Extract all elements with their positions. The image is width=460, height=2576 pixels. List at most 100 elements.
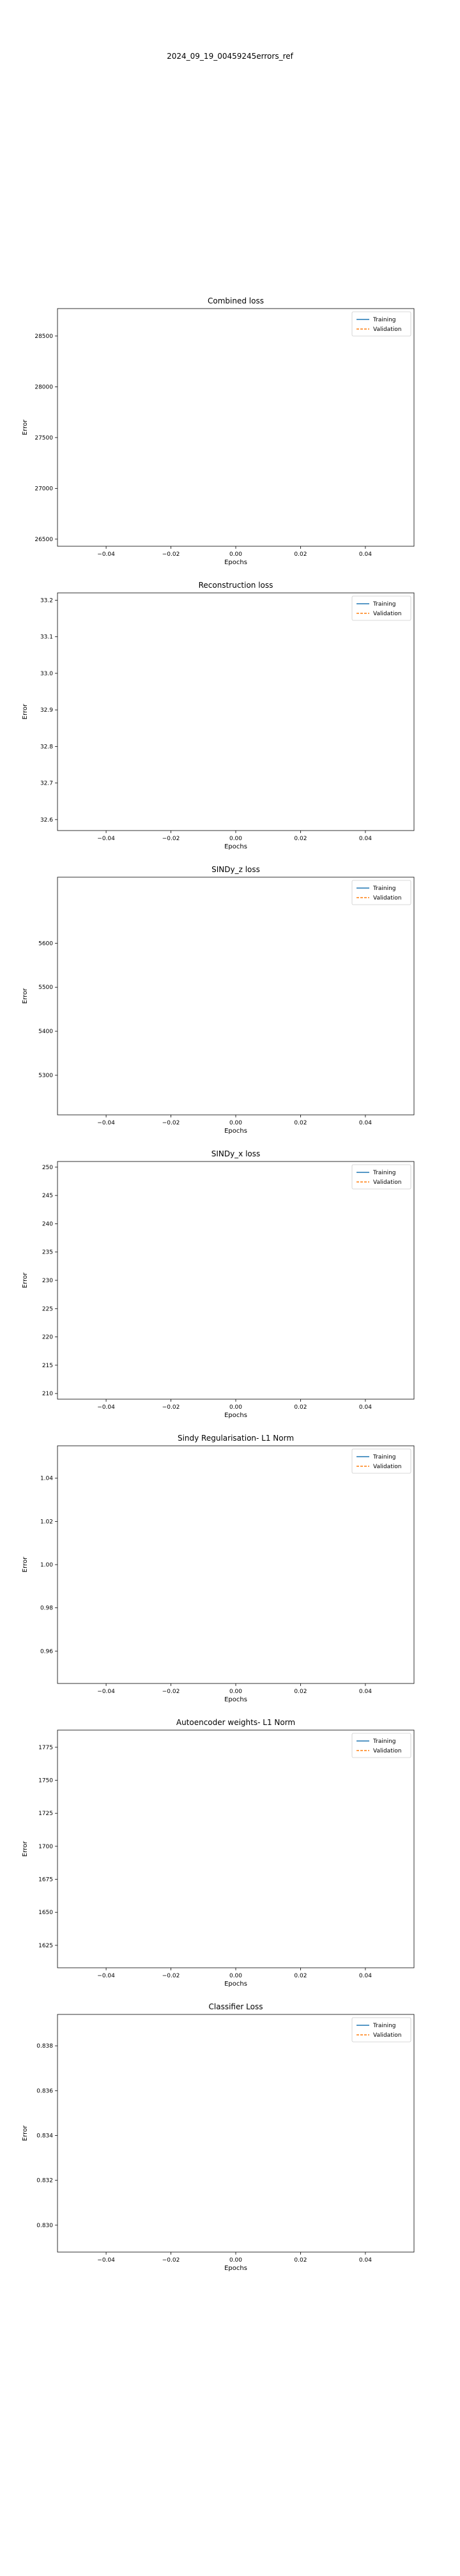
legend-label: Training (372, 601, 396, 608)
y-tick-label: 0.834 (36, 2133, 53, 2140)
y-tick-label: 0.96 (40, 1648, 53, 1655)
chart-panel: Reconstruction loss −0.04 −0.02 0.00 0.02 0.0… (22, 581, 415, 850)
charts-container: Combined loss −0.04 −0.02 0.00 0.02 0.04 26500… (22, 296, 415, 2272)
x-tick-label: 0.00 (229, 1404, 242, 1411)
y-tick-label: 5400 (38, 1029, 53, 1035)
legend: Training Validation (351, 595, 411, 621)
x-tick-label: 0.02 (294, 1120, 307, 1126)
chart-title: Reconstruction loss (199, 581, 273, 590)
legend-label: Validation (373, 326, 401, 333)
y-tick-label: 32.6 (40, 817, 53, 824)
y-tick-label: 32.8 (40, 744, 53, 750)
x-tick-label: −0.02 (162, 836, 180, 842)
y-tick-label: 1625 (38, 1943, 53, 1949)
y-tick-label: 1.04 (40, 1476, 53, 1482)
x-tick-label: 0.02 (294, 2257, 307, 2264)
y-tick-label: 1700 (38, 1844, 53, 1850)
y-tick-label: 33.0 (40, 671, 53, 677)
chart-title: SINDy_x loss (211, 1149, 261, 1158)
y-tick-label: 0.838 (36, 2043, 53, 2050)
y-tick-label: 215 (42, 1363, 53, 1369)
x-axis-label: Epochs (224, 1412, 247, 1419)
legend-label: Training (372, 1170, 396, 1176)
chart-panel: Sindy Regularisation- L1 Norm −0.04 −0.02 0… (22, 1434, 415, 1703)
y-tick-label: 32.9 (40, 707, 53, 714)
x-tick-label: 0.00 (229, 1973, 242, 1979)
y-axis-label: Error (22, 1556, 29, 1572)
chart-title: Combined loss (208, 296, 264, 305)
x-tick-label: 0.02 (294, 551, 307, 558)
x-axis-label: Epochs (224, 843, 247, 850)
legend-label: Training (372, 885, 396, 892)
y-tick-label: 230 (42, 1278, 53, 1284)
y-tick-label: 245 (42, 1193, 53, 1199)
legend-label: Validation (373, 2032, 401, 2039)
y-tick-label: 27500 (34, 435, 53, 441)
x-tick-label: 0.02 (294, 836, 307, 842)
y-tick-label: 1750 (38, 1778, 53, 1784)
y-tick-label: 0.836 (36, 2088, 53, 2094)
y-axis-label: Error (22, 1272, 29, 1288)
y-tick-label: 235 (42, 1250, 53, 1256)
y-tick-label: 0.832 (36, 2178, 53, 2184)
x-axis-label: Epochs (224, 1696, 247, 1703)
y-tick-label: 0.830 (36, 2223, 53, 2229)
y-tick-label: 1775 (38, 1745, 53, 1751)
y-axis-label: Error (22, 419, 29, 435)
x-tick-label: 0.04 (359, 836, 372, 842)
x-tick-label: −0.02 (162, 1404, 180, 1411)
chart-panel: Combined loss −0.04 −0.02 0.00 0.02 0.04 26500… (22, 296, 415, 566)
chart-title: Sindy Regularisation- L1 Norm (178, 1434, 294, 1443)
x-tick-label: 0.04 (359, 1120, 372, 1126)
legend: Training Validation (351, 1733, 411, 1758)
axes-frame (57, 1729, 415, 1968)
legend-label: Training (372, 2023, 396, 2029)
x-tick-label: 0.04 (359, 1973, 372, 1979)
y-tick-label: 1725 (38, 1811, 53, 1817)
legend-label: Training (372, 1454, 396, 1460)
axes-frame (57, 1445, 415, 1684)
x-tick-label: 0.04 (359, 2257, 372, 2264)
x-tick-label: 0.00 (229, 1689, 242, 1695)
legend-label: Validation (373, 1464, 401, 1470)
x-tick-label: 0.02 (294, 1973, 307, 1979)
x-tick-label: 0.04 (359, 551, 372, 558)
y-tick-label: 1.00 (40, 1562, 53, 1568)
x-tick-label: −0.04 (97, 551, 115, 558)
y-tick-label: 220 (42, 1335, 53, 1341)
x-tick-label: −0.04 (97, 1689, 115, 1695)
x-tick-label: −0.02 (162, 1973, 180, 1979)
chart-panel: SINDy_x loss −0.04 −0.02 0.00 0.02 0.04 210 215… (22, 1149, 415, 1419)
axes-frame (57, 592, 415, 831)
x-tick-label: 0.00 (229, 1120, 242, 1126)
legend: Training Validation (351, 880, 411, 905)
y-tick-label: 1675 (38, 1877, 53, 1883)
x-axis-label: Epochs (224, 1128, 247, 1135)
legend-box (351, 2017, 411, 2043)
legend-label: Validation (373, 895, 401, 901)
y-tick-label: 250 (42, 1165, 53, 1171)
y-tick-label: 225 (42, 1306, 53, 1312)
chart-panel: SINDy_z loss −0.04 −0.02 0.00 0.02 0.04 5300 54… (22, 865, 415, 1135)
y-tick-label: 210 (42, 1391, 53, 1397)
chart-panel: Autoencoder weights- L1 Norm −0.04 −0.02 0.… (22, 1718, 415, 1988)
x-tick-label: −0.04 (97, 1973, 115, 1979)
legend-box (351, 1448, 411, 1474)
legend-label: Training (372, 317, 396, 323)
x-tick-label: 0.00 (229, 2257, 242, 2264)
legend-label: Validation (373, 1748, 401, 1754)
y-tick-label: 5500 (38, 985, 53, 991)
x-tick-label: −0.02 (162, 1120, 180, 1126)
y-axis-label: Error (22, 988, 29, 1004)
x-tick-label: 0.02 (294, 1689, 307, 1695)
x-tick-label: 0.00 (229, 551, 242, 558)
y-tick-label: 5300 (38, 1073, 53, 1079)
x-axis-label: Epochs (224, 1981, 247, 1988)
y-tick-label: 5600 (38, 940, 53, 947)
x-tick-label: 0.04 (359, 1404, 372, 1411)
x-tick-label: 0.02 (294, 1404, 307, 1411)
legend-box (351, 880, 411, 905)
axes-frame (57, 1161, 415, 1400)
x-tick-label: −0.04 (97, 2257, 115, 2264)
